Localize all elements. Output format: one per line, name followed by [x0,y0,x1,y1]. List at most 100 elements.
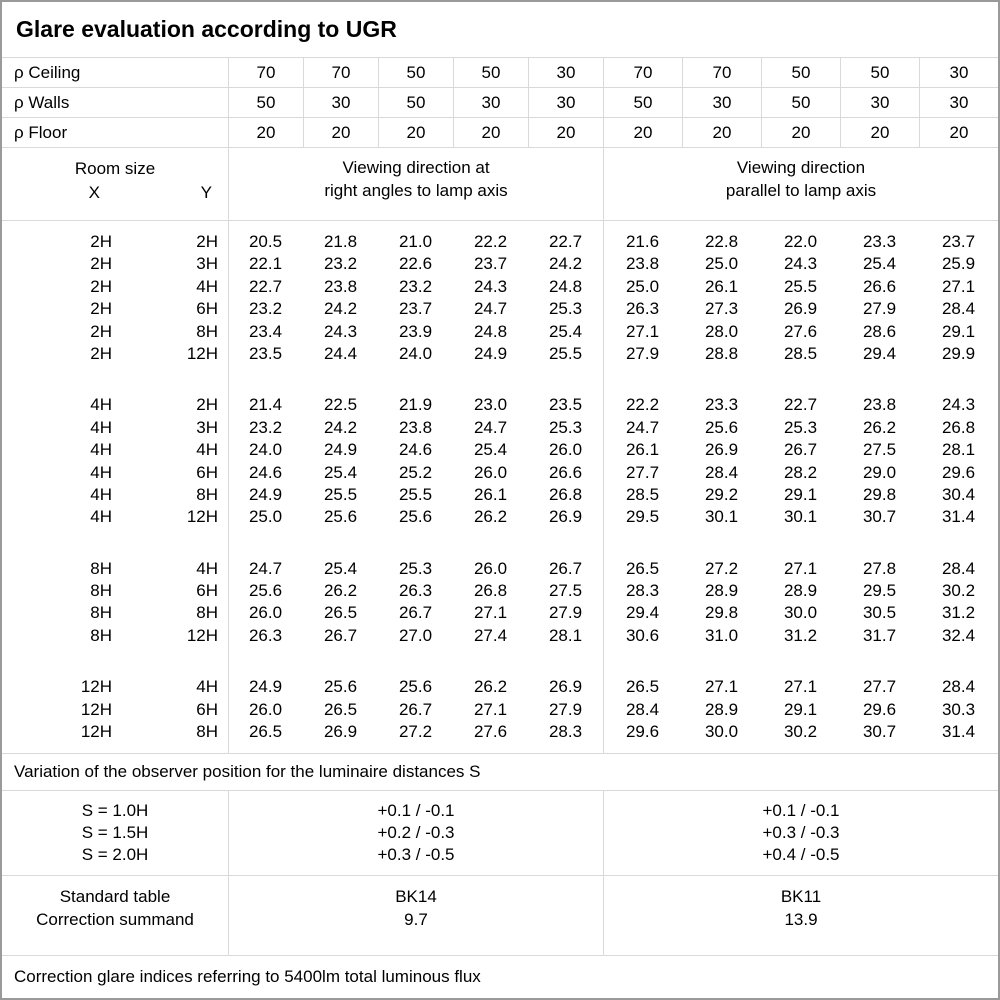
ugr-value-parallel: 27.9 [625,343,660,363]
room-size-x: 4H [90,484,112,504]
ugr-value-right-angles: 27.2 [398,722,433,742]
reflectance-rows: ρ Ceiling 70 70 50 50 30 70 70 50 50 30 ρ Walls 50 30… [2,58,998,148]
standard-values-right-angles: BK14 9.7 [228,876,603,955]
reflectance-value: 50 [761,88,840,117]
ugr-value-parallel: 30.2 [941,581,976,601]
room-size-y: 6H [196,462,218,482]
reflectance-value: 20 [303,118,378,147]
reflectance-value: 70 [603,58,682,87]
ugr-value-right-angles: 24.9 [248,484,283,504]
ugr-value-right-angles: 24.0 [248,440,283,460]
ugr-value-parallel: 28.9 [704,581,739,601]
ugr-value-right-angles: 25.6 [398,677,433,697]
room-size-y: 12H [186,507,218,527]
s-variation-parallel: +0.4 / -0.5 [762,845,840,864]
ugr-value-parallel: 30.6 [625,625,660,645]
room-size-y: 3H [196,417,218,437]
table-row: 2H 3H 22.1 23.2 22.6 23.7 24.2 23.8 25.0 24.3 25.4… [2,253,998,275]
ugr-value-right-angles: 24.2 [548,254,583,274]
ugr-value-right-angles: 23.4 [248,321,283,341]
room-size-x: 4H [90,507,112,527]
ugr-value-right-angles: 26.0 [473,462,508,482]
ugr-value-right-angles: 25.0 [248,507,283,527]
room-size-x: 2H [90,276,112,296]
group-header-parallel: Viewing direction parallel to lamp axis [603,148,998,220]
ugr-value-right-angles: 26.6 [548,462,583,482]
ugr-value-right-angles: 28.3 [548,722,583,742]
ugr-value-right-angles: 23.7 [398,299,433,319]
column-divider [228,221,229,753]
reflectance-value: 20 [761,118,840,147]
ugr-value-parallel: 29.2 [704,484,739,504]
reflectance-value: 20 [228,118,303,147]
table-header-row: Room size X Y Viewing direction at right… [2,148,998,221]
ugr-value-right-angles: 26.0 [248,699,283,719]
ugr-value-parallel: 27.7 [862,677,897,697]
ugr-value-parallel: 27.9 [862,299,897,319]
ugr-value-right-angles: 26.8 [473,581,508,601]
group-header-parallel-line1: Viewing direction [736,158,866,177]
ugr-value-parallel: 27.1 [783,558,818,578]
reflectance-value: 30 [303,88,378,117]
ugr-value-parallel: 31.7 [862,625,897,645]
ugr-value-right-angles: 24.4 [323,343,358,363]
ugr-value-right-angles: 26.9 [548,507,583,527]
ugr-value-parallel: 25.9 [941,254,976,274]
table-row: 4H 2H 21.4 22.5 21.9 23.0 23.5 22.2 23.3 22.7 23.8… [2,394,998,416]
ugr-value-parallel: 25.4 [862,254,897,274]
room-size-x: 8H [90,603,112,623]
ugr-value-right-angles: 22.2 [473,232,508,251]
ugr-value-parallel: 23.7 [941,232,976,251]
room-size-label: Room size [74,159,156,178]
room-size-x: 4H [90,417,112,437]
ugr-value-parallel: 27.5 [862,440,897,460]
ugr-value-parallel: 25.0 [704,254,739,274]
ugr-value-parallel: 27.3 [704,299,739,319]
ugr-value-right-angles: 24.8 [473,321,508,341]
ugr-value-right-angles: 26.5 [323,699,358,719]
ugr-value-right-angles: 23.2 [248,299,283,319]
ugr-value-parallel: 28.5 [783,343,818,363]
standard-values-parallel: BK11 13.9 [603,876,998,955]
ugr-value-parallel: 28.6 [862,321,897,341]
room-size-x: 4H [90,462,112,482]
ugr-value-right-angles: 24.0 [398,343,433,363]
ugr-value-right-angles: 23.7 [473,254,508,274]
ugr-value-right-angles: 24.7 [473,417,508,437]
ugr-value-parallel: 25.3 [783,417,818,437]
ugr-value-parallel: 22.7 [783,395,818,415]
room-size-y: 4H [196,440,218,460]
ugr-value-right-angles: 27.5 [548,581,583,601]
room-size-y: 8H [196,603,218,623]
room-size-y: 2H [196,232,218,251]
ugr-value-parallel: 26.6 [862,276,897,296]
room-size-x: 2H [90,254,112,274]
ugr-value-parallel: 30.0 [704,722,739,742]
ugr-value-parallel: 29.6 [625,722,660,742]
ugr-value-right-angles: 22.7 [248,276,283,296]
ugr-value-right-angles: 23.2 [248,417,283,437]
room-size-y: 8H [196,321,218,341]
ugr-value-right-angles: 25.5 [398,484,433,504]
ugr-value-parallel: 24.3 [783,254,818,274]
ugr-value-parallel: 31.4 [941,507,976,527]
reflectance-value: 50 [378,88,453,117]
ugr-value-right-angles: 26.7 [323,625,358,645]
ugr-value-parallel: 30.4 [941,484,976,504]
ugr-value-right-angles: 27.6 [473,722,508,742]
ugr-value-parallel: 28.4 [941,558,976,578]
ugr-value-parallel: 29.1 [783,484,818,504]
ugr-blocks: 2H 2H 20.5 21.8 21.0 22.2 22.7 21.6 22.8 22.0 23.3… [2,231,998,743]
room-size-y: 4H [196,558,218,578]
correction-summand-value: 13.9 [784,910,818,929]
ugr-value-right-angles: 27.1 [473,603,508,623]
ugr-value-right-angles: 23.8 [323,276,358,296]
ugr-value-parallel: 27.1 [941,276,976,296]
room-size-y: 4H [196,276,218,296]
ugr-value-parallel: 30.3 [941,699,976,719]
ugr-value-parallel: 25.6 [704,417,739,437]
table-row: 12H 8H 26.5 26.9 27.2 27.6 28.3 29.6 30.0 30.2 30.… [2,721,998,743]
s-variation-parallel: +0.1 / -0.1 [762,801,840,820]
ugr-value-parallel: 29.4 [862,343,897,363]
ugr-value-parallel: 30.2 [783,722,818,742]
